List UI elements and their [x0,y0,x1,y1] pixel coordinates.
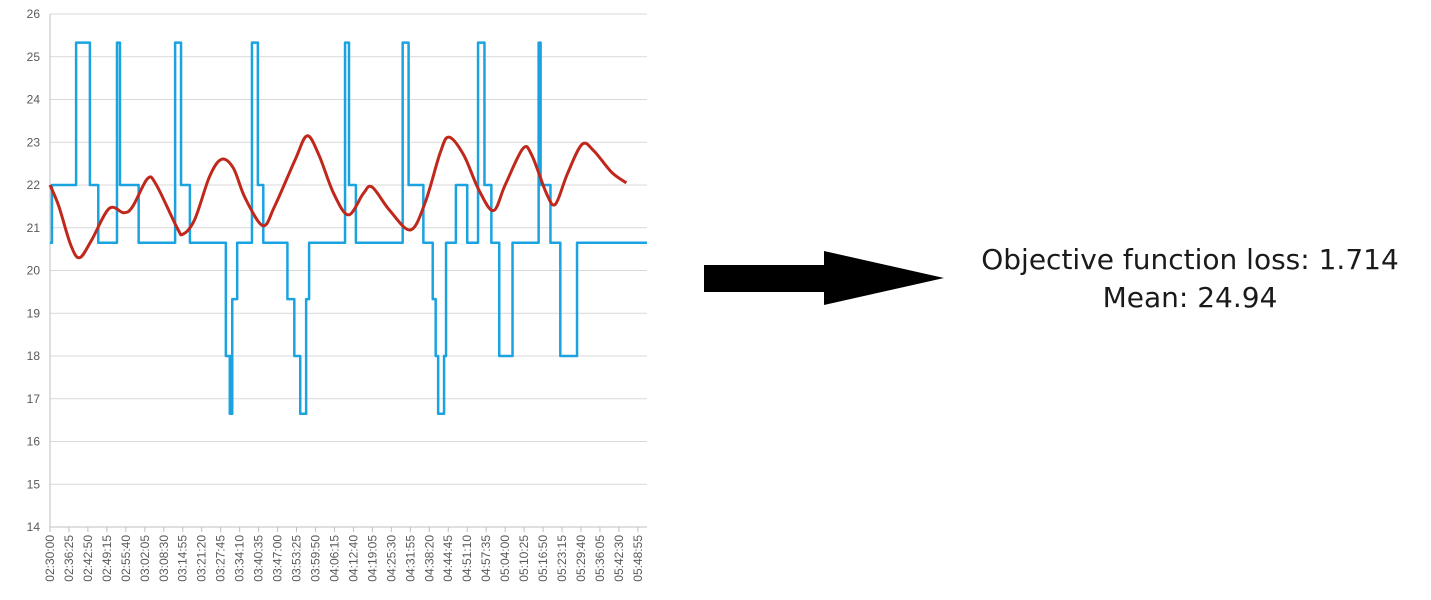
x-tick-label: 05:04:00 [498,535,512,582]
y-tick-label: 16 [27,435,41,449]
y-tick-label: 20 [27,264,41,278]
x-axis: 02:30:00 02:36:25 02:42:50 02:49:15 02:55:40… [43,526,647,582]
x-tick-label: 03:59:50 [308,535,322,582]
x-tick-label: 05:36:05 [593,535,607,582]
y-tick-label: 23 [27,135,41,149]
x-tick-label: 03:21:20 [195,535,209,582]
y-tick-label: 24 [27,93,41,107]
x-tick-label: 04:25:30 [384,535,398,582]
x-tick-label: 04:12:40 [346,535,360,582]
x-tick-label: 04:38:20 [422,535,436,582]
y-tick-label: 18 [27,349,41,363]
x-tick-label: 05:10:25 [517,535,531,582]
x-tick-label: 03:40:35 [252,535,266,582]
x-tick-label: 05:42:30 [612,535,626,582]
x-tick-label: 04:57:35 [479,535,493,582]
chart-gridlines [50,13,647,528]
temperature-chart: 14 15 16 17 18 19 20 21 22 23 24 25 26 02:30:00 02:36… [27,7,647,582]
y-axis: 14 15 16 17 18 19 20 21 22 23 24 25 26 [27,7,51,534]
x-tick-label: 02:36:25 [62,535,76,582]
x-tick-label: 02:55:40 [119,535,133,582]
y-tick-label: 25 [27,50,41,64]
mean-text: Mean: 24.94 [1102,281,1278,314]
y-tick-label: 14 [27,520,41,534]
series-line-1 [50,41,647,415]
x-tick-label: 03:08:30 [157,535,171,582]
x-tick-label: 04:19:05 [365,535,379,582]
x-tick-label: 05:29:40 [574,535,588,582]
x-tick-label: 03:02:05 [138,535,152,582]
x-tick-label: 04:51:10 [460,535,474,582]
x-tick-label: 05:23:15 [555,535,569,582]
series-line-2 [48,134,628,260]
x-tick-label: 02:49:15 [100,535,114,582]
chart-series [48,41,647,415]
y-tick-label: 21 [27,221,41,235]
y-tick-label: 22 [27,178,41,192]
x-tick-label: 05:16:50 [536,535,550,582]
x-tick-label: 03:14:55 [176,535,190,582]
x-tick-label: 05:48:55 [631,535,645,582]
x-tick-label: 03:34:10 [233,535,247,582]
x-tick-label: 02:30:00 [43,535,57,582]
x-tick-label: 03:53:25 [290,535,304,582]
x-tick-label: 04:06:15 [327,535,341,582]
objective-loss-text: Objective function loss: 1.714 [981,243,1399,276]
y-tick-label: 19 [27,306,41,320]
y-tick-label: 17 [27,392,41,406]
y-tick-label: 15 [27,477,41,491]
x-tick-label: 03:27:45 [214,535,228,582]
x-tick-label: 04:44:45 [441,535,455,582]
x-tick-label: 04:31:55 [403,535,417,582]
metrics-panel: Objective function loss: 1.714 Mean: 24.… [955,241,1425,317]
x-tick-label: 02:42:50 [81,535,95,582]
y-tick-label: 26 [27,7,41,21]
right-arrow-icon [704,251,944,305]
x-tick-label: 03:47:00 [271,535,285,582]
